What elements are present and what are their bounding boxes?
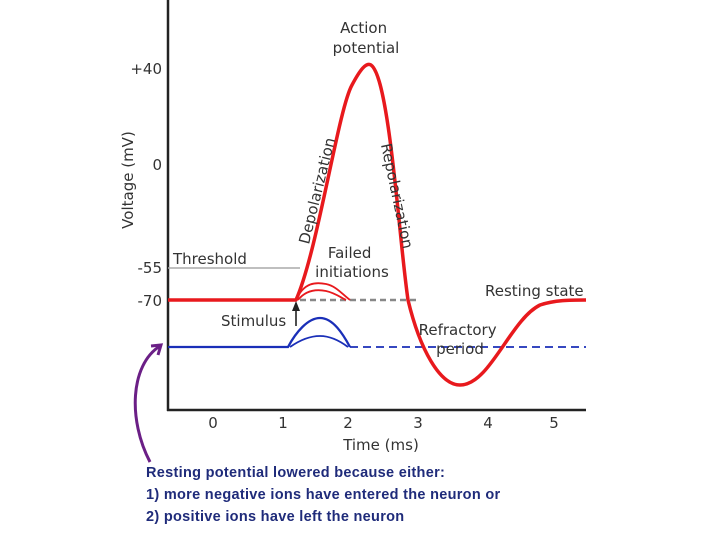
action-potential-label-line: Action [340,19,387,37]
y-axis-title: Voltage (mV) [119,131,137,229]
x-tick-label: 2 [343,414,353,432]
y-tick-label: -55 [138,259,163,277]
note-line: 2) positive ions have left the neuron [146,509,405,525]
failed-initiations-label-line: Failed [328,244,372,262]
action-potential-label: Action potential [333,19,400,57]
threshold-label: Threshold [172,250,247,268]
failed-initiations-label-line: initiations [315,263,389,281]
lowered-potential-small-curve [289,335,349,348]
x-tick-label: 5 [549,414,559,432]
y-tick-label: 0 [152,156,162,174]
stimulus-arrowhead [292,301,300,311]
failed-initiation-curve-outer [295,282,351,301]
resting-state-label: Resting state [485,282,584,300]
refractory-period-label-line: Refractory [419,321,497,339]
y-tick-label: -70 [138,292,163,310]
pointer-arrow [133,344,161,463]
stimulus-label: Stimulus [221,312,286,330]
refractory-period-label: Refractory period [419,321,502,358]
action-potential-label-line: potential [333,39,400,57]
lowered-potential-curve [168,316,352,349]
x-tick-label: 4 [483,414,493,432]
y-tick-label: +40 [130,60,162,78]
refractory-period-label-line: period [436,340,484,358]
note-line: Resting potential lowered because either… [146,465,446,481]
explanation-note: Resting potential lowered because either… [146,462,666,528]
x-tick-label: 1 [278,414,288,432]
failed-initiation-curve-inner [297,289,347,301]
failed-initiations-label: Failed initiations [315,244,389,281]
x-axis-title: Time (ms) [342,436,419,454]
x-tick-label: 3 [413,414,423,432]
note-line: 1) more negative ions have entered the n… [146,487,501,503]
action-potential-curve [168,62,587,387]
repolarization-label: Repolarization [377,142,417,251]
x-tick-label: 0 [208,414,218,432]
pointer-arrowhead [150,343,164,356]
